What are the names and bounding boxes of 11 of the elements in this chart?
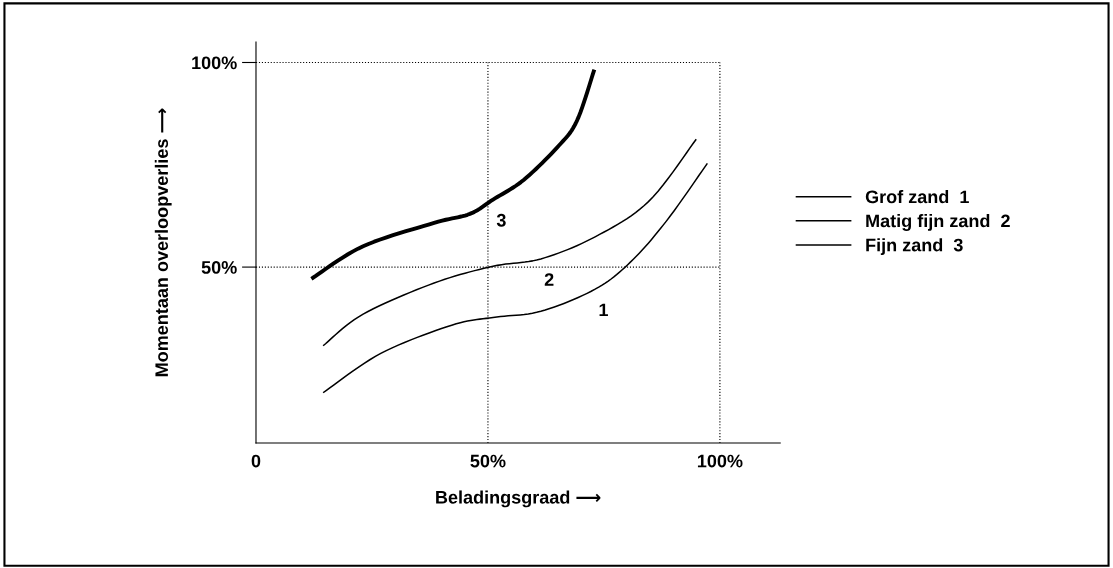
x-tick-label: 100%: [697, 454, 743, 468]
x-axis-title: Beladingsgraad ⟶: [436, 490, 601, 508]
legend-label: Fijn zand 3: [866, 238, 963, 255]
y-axis-title: Momentaan overloopverlies ⟶: [154, 108, 172, 377]
x-tick-label: 50%: [470, 454, 506, 468]
annotation: 3: [496, 213, 506, 227]
legend-label: Matig fijn zand 2: [866, 214, 1010, 231]
x-tick-label: 0: [251, 454, 261, 468]
legend-label: Grof zand 1: [865, 189, 969, 204]
annotation: 2: [544, 273, 554, 286]
annotation: 1: [599, 303, 608, 317]
